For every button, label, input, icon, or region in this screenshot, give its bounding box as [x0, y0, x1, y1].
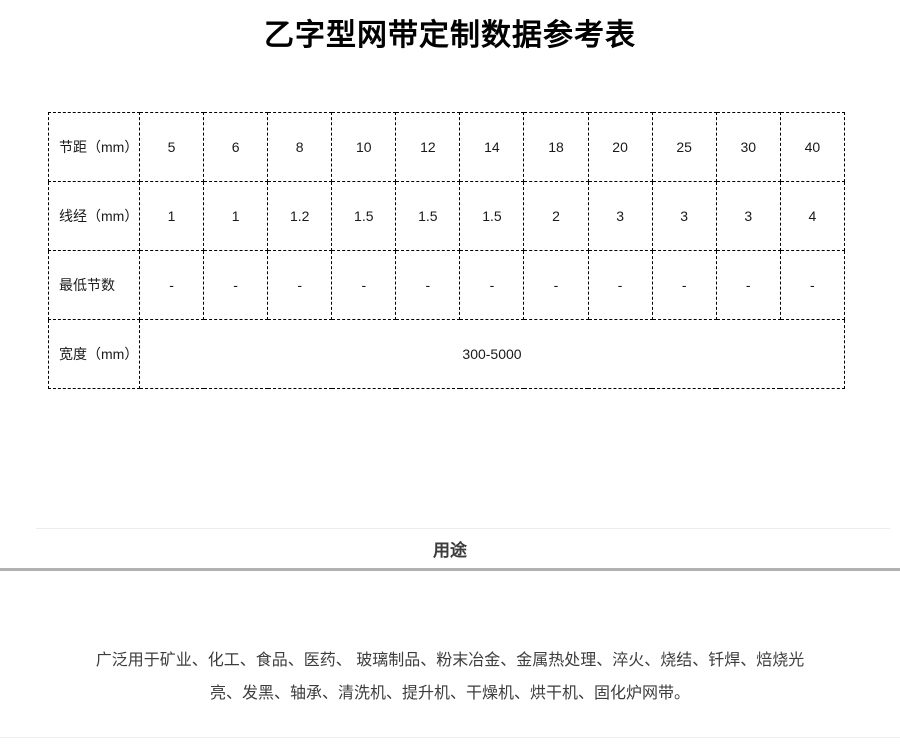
- table-cell: 5: [138, 112, 205, 182]
- table-row-min-sections: 最低节数 - - - - - - - - - - -: [48, 250, 846, 320]
- section-divider-light: [36, 528, 890, 529]
- table-cell: 1: [138, 181, 205, 251]
- table-cell: 14: [459, 112, 525, 182]
- row-label-width: 宽度（mm）: [48, 319, 140, 389]
- table-cell: 2: [523, 181, 589, 251]
- table-cell: 8: [267, 112, 333, 182]
- table-cell: 3: [651, 181, 717, 251]
- table-cell: 6: [203, 112, 269, 182]
- table-cell: -: [331, 250, 397, 320]
- table-cell: 1: [203, 181, 269, 251]
- page-title: 乙字型网带定制数据参考表: [264, 19, 636, 52]
- table-cell: -: [779, 250, 846, 320]
- usage-heading: 用途: [433, 541, 467, 560]
- spec-table: 节距（mm） 5 6 8 10 12 14 18 20 25 30 40 线经（…: [48, 112, 846, 389]
- table-cell: -: [523, 250, 589, 320]
- row-label-min-sections: 最低节数: [48, 250, 140, 320]
- table-cell: 4: [779, 181, 846, 251]
- table-cell: -: [267, 250, 333, 320]
- table-row-wire: 线经（mm） 1 1 1.2 1.5 1.5 1.5 2 3 3 3 4: [48, 181, 846, 251]
- table-cell: 10: [331, 112, 397, 182]
- table-cell: 20: [587, 112, 653, 182]
- table-row-pitch: 节距（mm） 5 6 8 10 12 14 18 20 25 30 40: [48, 112, 846, 182]
- table-cell: -: [203, 250, 269, 320]
- table-cell: -: [651, 250, 717, 320]
- table-cell: 3: [587, 181, 653, 251]
- table-cell: -: [459, 250, 525, 320]
- usage-paragraph: 广泛用于矿业、化工、食品、医药、 玻璃制品、粉末冶金、金属热处理、淬火、烧结、钎…: [95, 652, 805, 702]
- table-cell: -: [395, 250, 461, 320]
- table-cell: 3: [715, 181, 781, 251]
- table-cell: -: [587, 250, 653, 320]
- table-cell: 18: [523, 112, 589, 182]
- table-cell: 1.5: [459, 181, 525, 251]
- table-cell: 12: [395, 112, 461, 182]
- row-label-wire: 线经（mm）: [48, 181, 140, 251]
- table-cell: -: [138, 250, 205, 320]
- table-cell: 1.5: [395, 181, 461, 251]
- section-divider-gray: [0, 568, 900, 571]
- table-cell: 1.2: [267, 181, 333, 251]
- row-label-pitch: 节距（mm）: [48, 112, 140, 182]
- table-cell-width-range: 300-5000: [139, 319, 845, 389]
- table-cell: 1.5: [331, 181, 397, 251]
- table-cell: 25: [651, 112, 717, 182]
- table-cell: 30: [715, 112, 781, 182]
- bottom-divider: [0, 737, 900, 738]
- table-cell: -: [715, 250, 781, 320]
- table-row-width: 宽度（mm） 300-5000: [48, 319, 845, 389]
- table-cell: 40: [779, 112, 846, 182]
